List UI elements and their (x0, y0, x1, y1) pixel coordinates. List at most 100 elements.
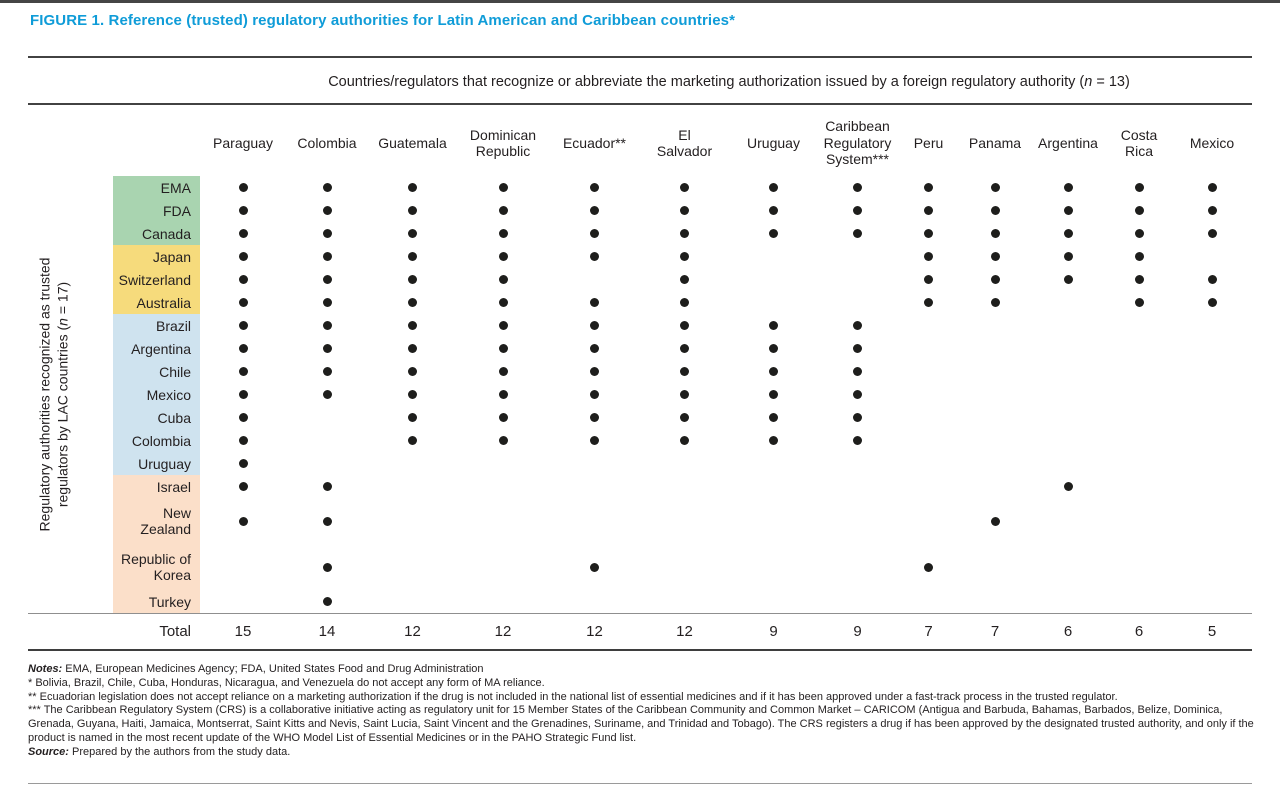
dot (590, 229, 599, 238)
dot-cell (897, 383, 960, 406)
dot (1134, 183, 1144, 192)
dot-cell (1030, 337, 1106, 360)
dot-cell (640, 383, 729, 406)
dot-cell (1030, 475, 1106, 498)
dot (238, 436, 248, 445)
matrix-row: Turkey (28, 590, 1252, 613)
dot (238, 367, 248, 376)
row-axis-line2: regulators by LAC countries ( (54, 325, 70, 508)
dot-cell (457, 383, 549, 406)
dot (1063, 252, 1073, 261)
dot (1134, 206, 1144, 215)
dot-cell (897, 291, 960, 314)
dot-cell (286, 452, 368, 475)
matrix-row: Japan (28, 245, 1252, 268)
dot-cell (200, 314, 286, 337)
total-value: 5 (1207, 623, 1217, 640)
dot (1134, 252, 1144, 261)
dot (590, 321, 599, 330)
total-value: 7 (990, 623, 1000, 640)
axis-spacer (28, 614, 113, 649)
dot (1063, 482, 1073, 491)
dot (322, 597, 332, 606)
dot-cell (818, 544, 897, 590)
col-header: Ecuador** (562, 134, 627, 151)
total-value: 9 (769, 623, 778, 640)
dot-cell (1172, 268, 1252, 291)
dot (1134, 275, 1144, 284)
dot (322, 344, 332, 353)
dot (680, 275, 689, 284)
row-axis-n: n (54, 318, 70, 326)
dot (1134, 298, 1144, 307)
dot-cell (549, 268, 640, 291)
dot-cell (368, 590, 457, 613)
dot-cell (286, 544, 368, 590)
dot (322, 321, 332, 330)
note-line: *** The Caribbean Regulatory System (CRS… (28, 704, 1256, 745)
dot (238, 344, 248, 353)
dot (680, 229, 689, 238)
dot-cell (457, 590, 549, 613)
dot (590, 206, 599, 215)
dot (990, 516, 1000, 526)
row-label: Switzerland (113, 268, 200, 291)
dot (680, 321, 689, 330)
dot (990, 298, 1000, 307)
dot-cell (640, 590, 729, 613)
dot-cell (457, 498, 549, 544)
dot (238, 298, 248, 307)
dot-cell (200, 199, 286, 222)
dot-cell (200, 176, 286, 199)
dot-cell (286, 383, 368, 406)
dot-cell (1106, 176, 1172, 199)
column-header-row: Paraguay Colombia Guatemala Dominican Repub… (28, 110, 1252, 176)
dot (680, 298, 689, 307)
dot (408, 413, 417, 422)
dot-cell (1106, 360, 1172, 383)
dot (238, 183, 248, 192)
row-label: Turkey (113, 590, 200, 613)
dot (408, 298, 417, 307)
dot (498, 436, 508, 445)
dot (498, 298, 508, 307)
col-header: El Salvador (656, 126, 713, 160)
dot (680, 344, 689, 353)
col-header: Uruguay (747, 134, 800, 151)
dot-cell (960, 360, 1030, 383)
matrix-row: Chile (28, 360, 1252, 383)
col-header: Dominican Republic (469, 126, 537, 160)
matrix-row: Australia (28, 291, 1252, 314)
dot (238, 252, 248, 261)
dot-cell (960, 429, 1030, 452)
total-value: 12 (494, 623, 512, 640)
dot (322, 183, 332, 192)
dot (680, 367, 689, 376)
dot-cell (200, 452, 286, 475)
dot-cell (818, 314, 897, 337)
dot-cell (729, 429, 818, 452)
dot-cell (897, 475, 960, 498)
dot-cell (729, 245, 818, 268)
matrix-row: FDA (28, 199, 1252, 222)
dot (498, 390, 508, 399)
dot-cell (368, 291, 457, 314)
dot-cell (1030, 429, 1106, 452)
dot-cell (897, 337, 960, 360)
dot-cell (960, 291, 1030, 314)
dot-cell (818, 429, 897, 452)
dot-cell (729, 268, 818, 291)
dot-cell (1030, 406, 1106, 429)
matrix-row: Cuba (28, 406, 1252, 429)
dot (680, 436, 689, 445)
dot-cell (368, 268, 457, 291)
dot-cell (549, 337, 640, 360)
dot-cell (549, 590, 640, 613)
dot-cell (286, 498, 368, 544)
dot-cell (818, 337, 897, 360)
dot-cell (200, 291, 286, 314)
dot-cell (549, 314, 640, 337)
col-header: Argentina (1038, 134, 1098, 151)
dot (408, 275, 417, 284)
dot-cell (640, 498, 729, 544)
